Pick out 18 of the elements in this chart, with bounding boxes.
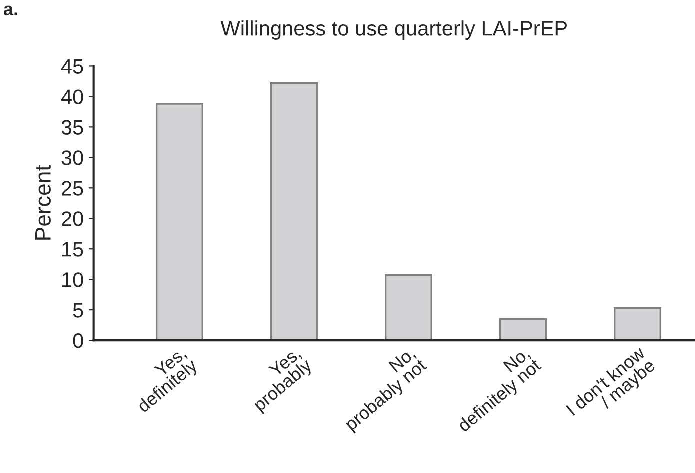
y-tick-label: 20 — [62, 212, 84, 226]
y-tick-label: 10 — [62, 272, 84, 288]
y-tick-label: 5 — [73, 303, 84, 318]
bar — [156, 103, 204, 341]
bar — [270, 82, 318, 341]
y-axis-title: Percent — [35, 165, 51, 240]
text: a. — [4, 6, 18, 16]
bar — [500, 318, 547, 341]
y-tick-label: 35 — [62, 120, 84, 135]
y-tick-label: 30 — [62, 150, 84, 166]
y-tick-label: 0 — [73, 334, 84, 348]
y-tick-label: 40 — [61, 90, 84, 104]
y-tick-label: 15 — [62, 242, 84, 257]
bar — [384, 274, 432, 341]
y-tick-label: 25 — [62, 181, 84, 196]
bar — [614, 307, 662, 341]
y-tick-label: 45 — [61, 59, 84, 74]
chart-title: Willingness to use quarterly LAI-PrEP — [220, 20, 567, 40]
